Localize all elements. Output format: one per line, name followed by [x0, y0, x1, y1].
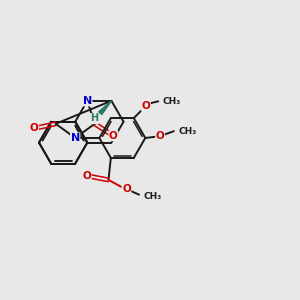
Text: O: O — [82, 171, 91, 182]
Text: O: O — [30, 124, 38, 134]
Text: O: O — [156, 130, 164, 141]
Text: CH₃: CH₃ — [178, 127, 196, 136]
Text: N: N — [70, 133, 80, 143]
Text: H: H — [91, 113, 99, 124]
Text: N: N — [83, 96, 92, 106]
Text: CH₃: CH₃ — [163, 97, 181, 106]
Text: O: O — [142, 101, 150, 111]
Text: O: O — [109, 131, 118, 141]
Polygon shape — [99, 101, 111, 115]
Text: O: O — [122, 184, 131, 194]
Text: CH₃: CH₃ — [143, 192, 162, 201]
